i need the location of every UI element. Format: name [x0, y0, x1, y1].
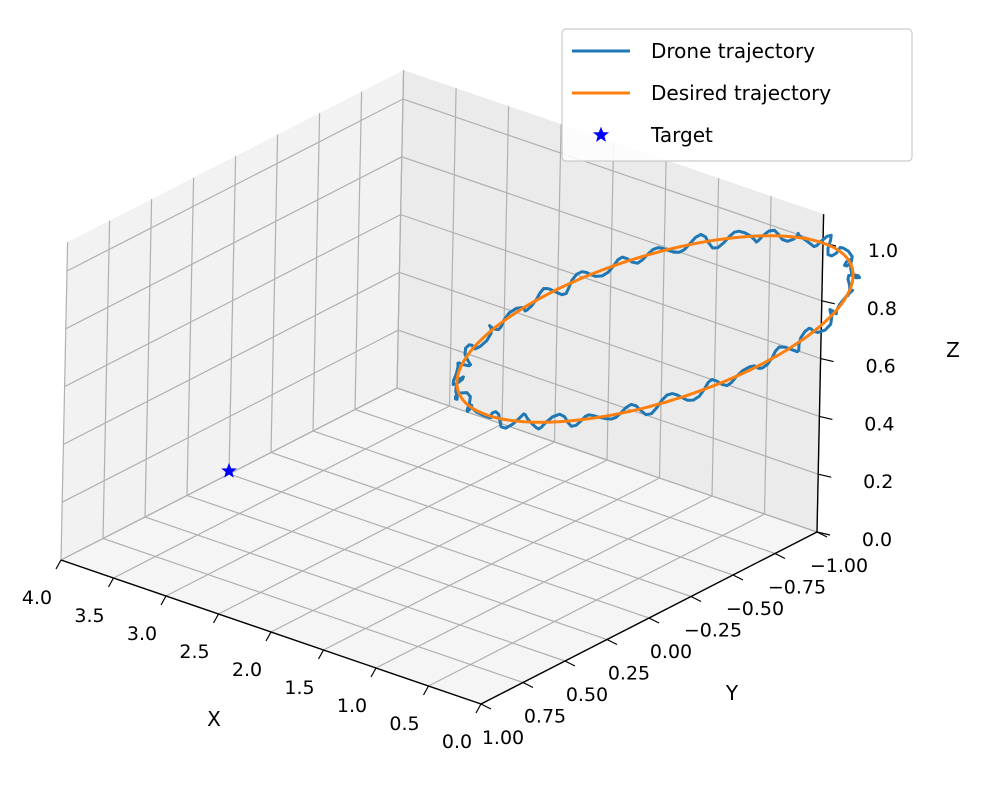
y-tick-label-5: 0.25 — [608, 663, 650, 685]
y-tick-8 — [480, 703, 492, 710]
legend-frame — [561, 28, 913, 162]
y-tick-1 — [774, 552, 786, 560]
legend-star-marker — [592, 126, 610, 142]
y-axis-title: Y — [725, 681, 739, 705]
x-tick-2 — [370, 667, 377, 678]
grid-z-0 — [60, 387, 818, 561]
grid-z-1 — [61, 329, 819, 503]
x-tick-3 — [317, 649, 325, 660]
x-tick-label-8: 4.0 — [22, 587, 52, 609]
y-tick-2 — [732, 574, 744, 581]
x-tick-6 — [160, 595, 167, 606]
x-tick-label-1: 0.5 — [389, 713, 419, 735]
z-tick-label-4: 0.8 — [867, 298, 897, 320]
x-tick-8 — [55, 559, 62, 570]
grid-z-2 — [63, 271, 820, 445]
z-tick-0 — [816, 531, 831, 536]
legend-label-target: Target — [650, 123, 713, 147]
x-tick-4 — [265, 631, 272, 642]
y-tick-3 — [690, 595, 702, 603]
z-tick-label-2: 0.4 — [864, 413, 894, 435]
z-tick-2 — [819, 415, 833, 420]
z-tick-4 — [821, 300, 835, 305]
x-tick-7 — [107, 577, 115, 588]
y-tick-5 — [606, 638, 618, 646]
y-tick-7 — [522, 681, 534, 689]
z-tick-label-3: 0.6 — [865, 356, 895, 378]
x-axis-title: X — [207, 707, 221, 731]
x-tick-0 — [475, 703, 482, 714]
tick-marks: 0.00.51.01.52.02.53.03.54.0−1.00−0.75−0.… — [22, 240, 898, 753]
y-tick-label-4: 0.00 — [650, 641, 692, 663]
legend-swatch-target — [592, 126, 610, 142]
legend-label-desired: Desired trajectory — [651, 81, 831, 105]
x-tick-label-0: 0.0 — [442, 731, 472, 753]
y-tick-label-0: −1.00 — [810, 555, 868, 577]
z-tick-label-1: 0.2 — [863, 471, 893, 493]
grid-z-5 — [66, 98, 824, 272]
y-tick-label-8: 1.00 — [482, 727, 524, 749]
y-tick-4 — [648, 617, 660, 624]
series-layer — [221, 228, 861, 478]
x-tick-1 — [422, 685, 430, 696]
grid-lines — [60, 70, 825, 705]
grid-z-3 — [64, 213, 821, 388]
z-tick-label-5: 1.0 — [868, 240, 898, 262]
x-tick-label-3: 1.5 — [284, 677, 314, 699]
z-tick-3 — [820, 358, 834, 363]
x-tick-label-7: 3.5 — [74, 605, 104, 627]
y-tick-label-7: 0.75 — [524, 706, 566, 728]
y-tick-6 — [564, 660, 576, 667]
grid-z-4 — [65, 156, 822, 330]
legend: Drone trajectory Desired trajectory Targ… — [561, 28, 913, 162]
x-tick-label-5: 2.5 — [179, 641, 209, 663]
x-tick-label-6: 3.0 — [127, 623, 157, 645]
y-tick-label-1: −0.75 — [768, 577, 826, 599]
x-tick-5 — [212, 613, 220, 624]
y-tick-label-2: −0.50 — [726, 598, 784, 620]
z-axis-line — [816, 214, 825, 533]
target-point-0 — [221, 462, 237, 478]
y-tick-label-3: −0.25 — [684, 620, 742, 642]
z-axis-title: Z — [946, 338, 960, 362]
y-tick-label-6: 0.50 — [566, 684, 608, 706]
legend-label-drone: Drone trajectory — [651, 39, 815, 63]
x-tick-label-4: 2.0 — [232, 659, 262, 681]
z-tick-1 — [818, 473, 832, 478]
z-tick-label-0: 0.0 — [862, 529, 892, 551]
x-tick-label-2: 1.0 — [337, 695, 367, 717]
series-desired-trajectory — [455, 234, 855, 424]
